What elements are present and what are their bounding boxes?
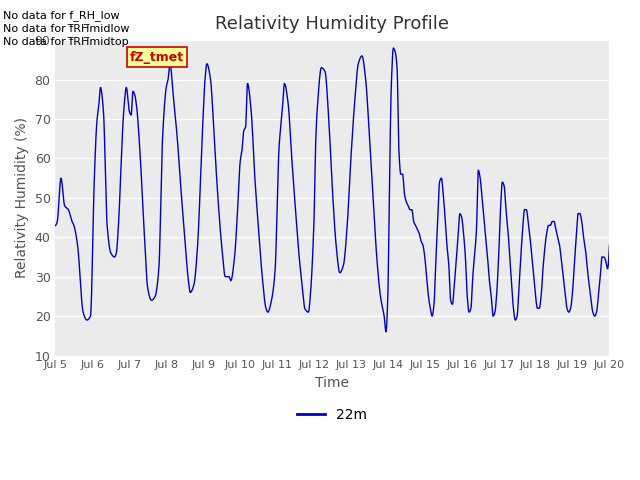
Text: No data for f̅RH̅midlow: No data for f̅RH̅midlow	[3, 24, 130, 34]
Text: No data for f̅RH̅midtop: No data for f̅RH̅midtop	[3, 37, 129, 48]
Y-axis label: Relativity Humidity (%): Relativity Humidity (%)	[15, 117, 29, 278]
X-axis label: Time: Time	[316, 376, 349, 390]
Title: Relativity Humidity Profile: Relativity Humidity Profile	[216, 15, 449, 33]
Legend: 22m: 22m	[292, 402, 373, 428]
Text: fZ_tmet: fZ_tmet	[130, 50, 184, 64]
Text: No data for f_RH_low: No data for f_RH_low	[3, 11, 120, 22]
